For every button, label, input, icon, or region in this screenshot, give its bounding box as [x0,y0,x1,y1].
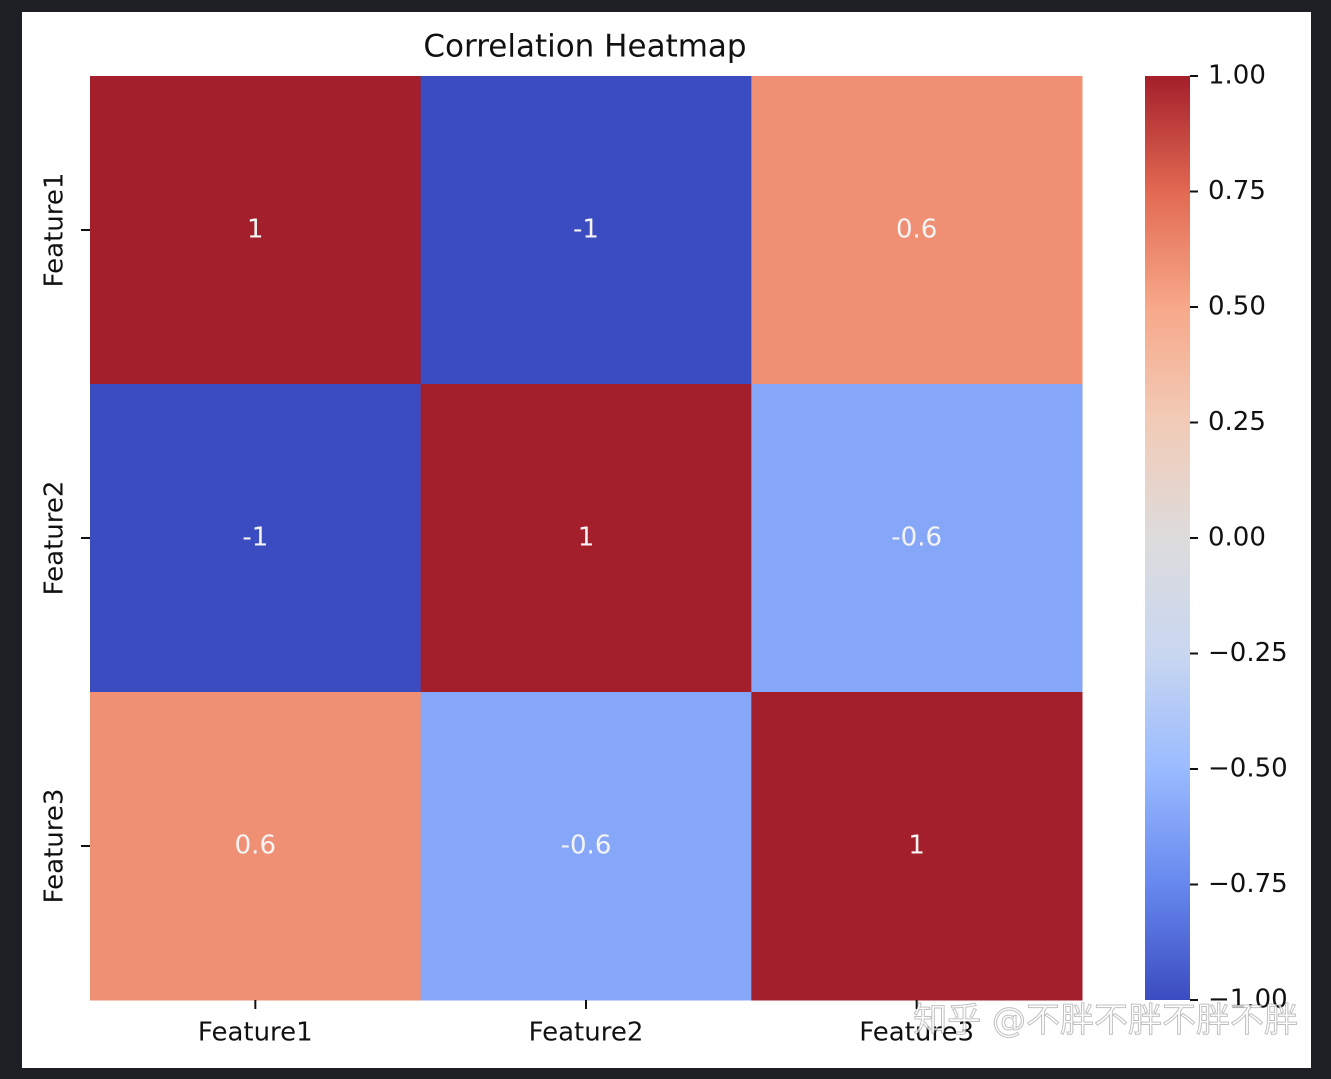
cell-label: -0.6 [561,831,612,861]
colorbar-tick-label: 0.25 [1208,407,1266,437]
x-tick-label: Feature1 [198,1018,313,1048]
colorbar-tick-label: 0.75 [1208,176,1266,206]
colorbar-tick-label: −1.00 [1208,985,1288,1015]
chart-title: Correlation Heatmap [423,29,746,65]
watermark: 知乎 @不胖不胖不胖不胖 [913,1001,1298,1041]
y-tick-label: Feature2 [40,481,70,596]
cell-label: 0.6 [235,831,276,861]
x-tick-label: Feature3 [859,1018,974,1048]
heatmap-cell [90,692,422,1001]
cell-label: -0.6 [891,523,942,553]
cell-label: 1 [247,215,264,245]
heatmap-cell [751,76,1083,385]
colorbar-tick-label: 0.00 [1208,523,1266,553]
cell-label: -1 [242,523,268,553]
heatmap-cell [420,692,752,1001]
colorbar-tick-label: −0.25 [1208,638,1288,668]
colorbar-tick-label: −0.75 [1208,869,1288,899]
heatmap-cell [420,384,752,693]
cell-label: 1 [908,831,925,861]
heatmap-cell [90,76,422,385]
heatmap-cell [420,76,752,385]
colorbar [1145,76,1190,1000]
colorbar-tick-label: 0.50 [1208,292,1266,322]
y-tick-label: Feature3 [40,789,70,904]
cell-label: 0.6 [896,215,937,245]
cell-label: 1 [578,523,595,553]
heatmap-cell [751,384,1083,693]
x-tick-label: Feature2 [529,1018,644,1048]
y-tick-label: Feature1 [40,173,70,288]
heatmap-cell [751,692,1083,1001]
colorbar-tick-label: 1.00 [1208,61,1266,91]
heatmap-cell [90,384,422,693]
cell-label: -1 [573,215,599,245]
colorbar-tick-label: −0.50 [1208,754,1288,784]
